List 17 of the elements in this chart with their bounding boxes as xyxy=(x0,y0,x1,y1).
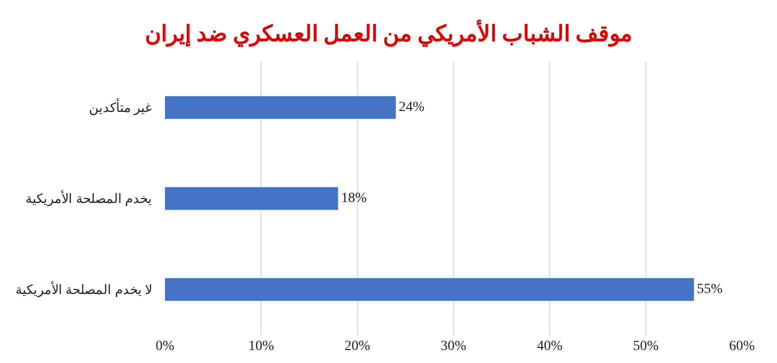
y-tick-label: لا يخدم المصلحة الأمريكية xyxy=(15,281,152,298)
bar xyxy=(165,278,694,301)
bar xyxy=(165,96,396,119)
y-tick-label: غير متأكدين xyxy=(88,98,152,116)
data-label: 18% xyxy=(341,191,368,206)
data-label: 55% xyxy=(696,282,723,298)
x-tick-label: 40% xyxy=(536,339,563,354)
x-tick-label: 0% xyxy=(156,339,175,354)
data-label: 24% xyxy=(398,100,425,116)
x-tick-label: 10% xyxy=(248,339,274,354)
x-tick-label: 30% xyxy=(440,339,467,354)
chart-title: موقف الشباب الأمريكي من العمل العسكري ضد إيران xyxy=(144,18,632,48)
x-tick-label: 60% xyxy=(729,339,756,354)
bar xyxy=(165,187,338,210)
y-tick-label: يخدم المصلحة الأمريكية xyxy=(26,190,152,208)
x-tick-label: 50% xyxy=(632,339,659,354)
x-tick-label: 20% xyxy=(344,339,370,354)
